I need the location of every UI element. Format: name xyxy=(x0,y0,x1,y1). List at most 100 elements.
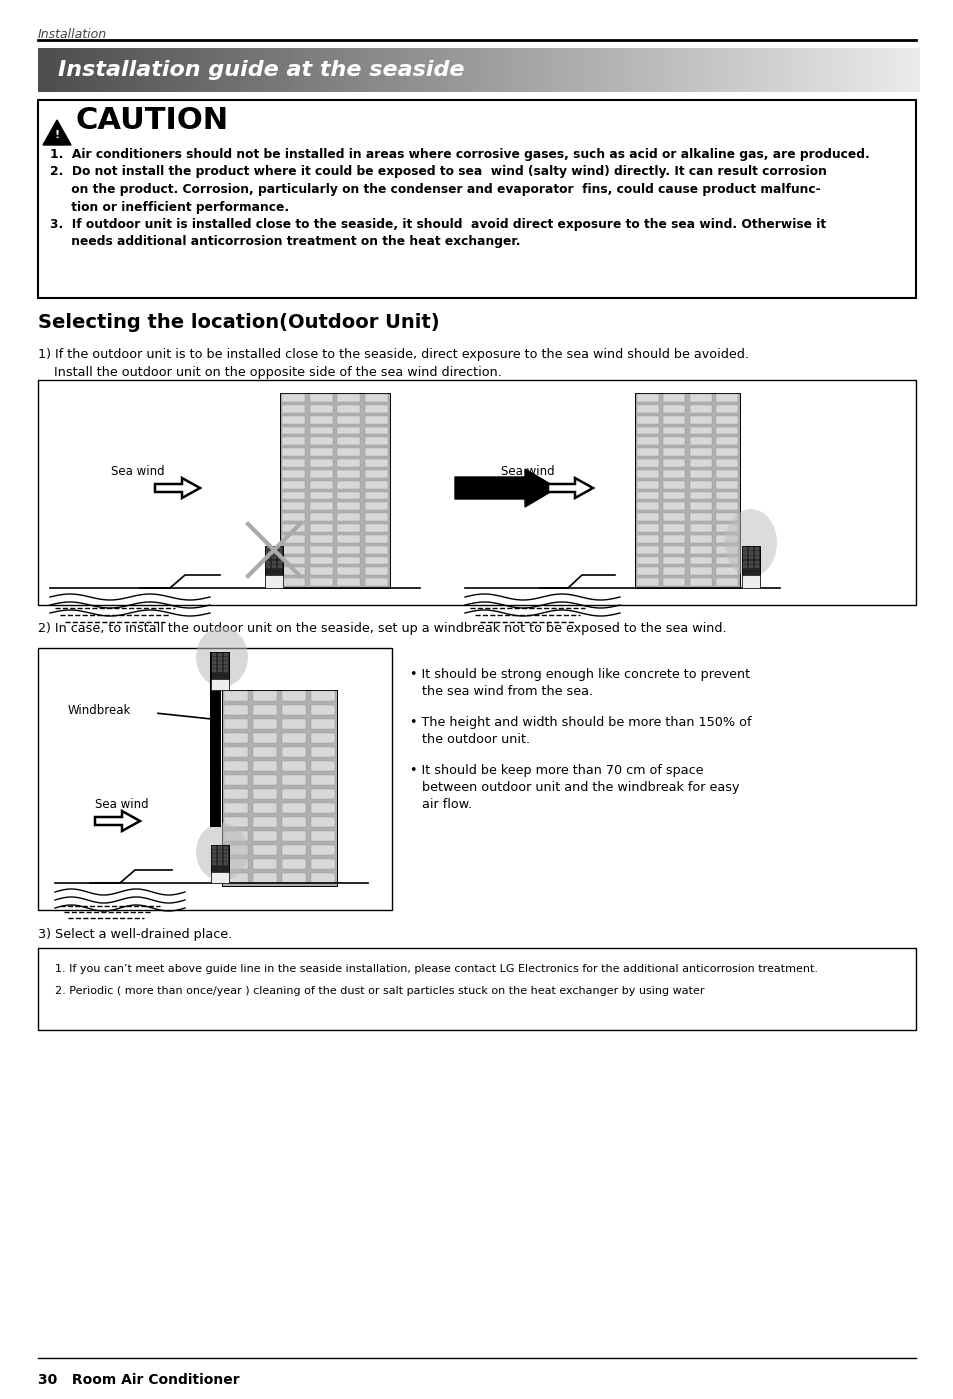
Bar xyxy=(748,48,752,92)
Bar xyxy=(240,48,245,92)
Text: !: ! xyxy=(54,130,59,140)
Bar xyxy=(237,48,242,92)
Bar xyxy=(689,557,711,564)
Bar xyxy=(265,546,283,588)
Bar xyxy=(860,48,863,92)
Bar xyxy=(265,565,270,568)
Bar xyxy=(637,557,659,564)
Bar xyxy=(355,48,359,92)
Bar xyxy=(253,859,277,870)
Bar xyxy=(373,48,376,92)
Bar xyxy=(211,48,215,92)
Bar xyxy=(281,719,306,729)
Bar xyxy=(336,491,360,499)
Text: 1.  Air conditioners should not be installed in areas where corrosive gases, suc: 1. Air conditioners should not be instal… xyxy=(50,148,869,161)
Bar xyxy=(715,404,737,413)
FancyArrow shape xyxy=(95,811,140,831)
Bar xyxy=(310,546,333,554)
Bar xyxy=(689,448,711,456)
Bar xyxy=(224,747,248,757)
Bar xyxy=(112,48,115,92)
Bar xyxy=(364,459,387,467)
Bar xyxy=(819,48,822,92)
Text: tion or inefficient performance.: tion or inefficient performance. xyxy=(50,200,289,214)
Bar xyxy=(217,845,222,849)
Bar xyxy=(232,48,236,92)
Bar xyxy=(575,48,579,92)
Bar xyxy=(642,48,647,92)
Bar xyxy=(223,853,228,858)
Bar xyxy=(253,845,277,855)
Bar xyxy=(161,48,166,92)
Bar xyxy=(621,48,626,92)
Bar xyxy=(555,48,558,92)
Bar xyxy=(253,747,277,757)
Bar xyxy=(637,427,659,434)
Bar xyxy=(61,48,66,92)
Text: • It should be strong enough like concrete to prevent: • It should be strong enough like concre… xyxy=(410,667,749,681)
Text: CAUTION: CAUTION xyxy=(76,106,229,134)
Bar xyxy=(618,48,623,92)
Bar xyxy=(792,48,797,92)
Bar xyxy=(789,48,793,92)
Bar xyxy=(336,448,360,456)
Bar xyxy=(277,555,282,560)
Bar xyxy=(253,789,277,799)
Bar xyxy=(909,48,914,92)
Bar xyxy=(258,48,262,92)
Bar xyxy=(310,438,333,445)
Bar xyxy=(224,831,248,841)
Bar xyxy=(310,525,333,532)
Bar xyxy=(395,48,400,92)
Bar xyxy=(58,48,63,92)
Bar xyxy=(903,48,907,92)
Bar xyxy=(217,48,221,92)
Text: • It should be keep more than 70 cm of space: • It should be keep more than 70 cm of s… xyxy=(410,764,702,776)
Bar xyxy=(531,48,536,92)
Bar xyxy=(38,381,915,604)
Bar xyxy=(265,555,270,560)
Bar xyxy=(631,48,635,92)
Bar xyxy=(249,48,253,92)
Bar xyxy=(724,48,729,92)
Bar xyxy=(513,48,517,92)
Bar xyxy=(364,578,387,586)
Bar xyxy=(865,48,869,92)
Bar xyxy=(103,48,107,92)
Bar xyxy=(282,395,305,402)
Bar xyxy=(212,862,216,865)
Bar xyxy=(569,48,574,92)
Bar xyxy=(211,679,229,690)
Bar xyxy=(715,448,737,456)
Bar xyxy=(721,48,726,92)
Bar xyxy=(224,845,248,855)
Bar xyxy=(662,502,684,511)
Bar xyxy=(607,48,612,92)
Bar xyxy=(795,48,800,92)
Bar xyxy=(217,665,222,669)
Bar xyxy=(416,48,421,92)
Bar xyxy=(281,873,306,884)
Bar xyxy=(662,546,684,554)
Polygon shape xyxy=(43,120,71,145)
Bar xyxy=(898,48,902,92)
Bar xyxy=(311,817,335,827)
Bar xyxy=(510,48,515,92)
Bar xyxy=(637,568,659,575)
Bar xyxy=(662,470,684,477)
Bar xyxy=(132,48,136,92)
Bar xyxy=(253,761,277,771)
Bar xyxy=(294,48,297,92)
Bar xyxy=(493,48,497,92)
Bar xyxy=(364,438,387,445)
Bar xyxy=(522,48,526,92)
Bar xyxy=(545,48,550,92)
Bar xyxy=(363,48,368,92)
Bar xyxy=(888,48,893,92)
Bar xyxy=(265,547,270,550)
Bar xyxy=(224,733,248,743)
Bar xyxy=(901,48,904,92)
Bar xyxy=(411,48,415,92)
Bar xyxy=(405,48,409,92)
Bar xyxy=(253,873,277,884)
